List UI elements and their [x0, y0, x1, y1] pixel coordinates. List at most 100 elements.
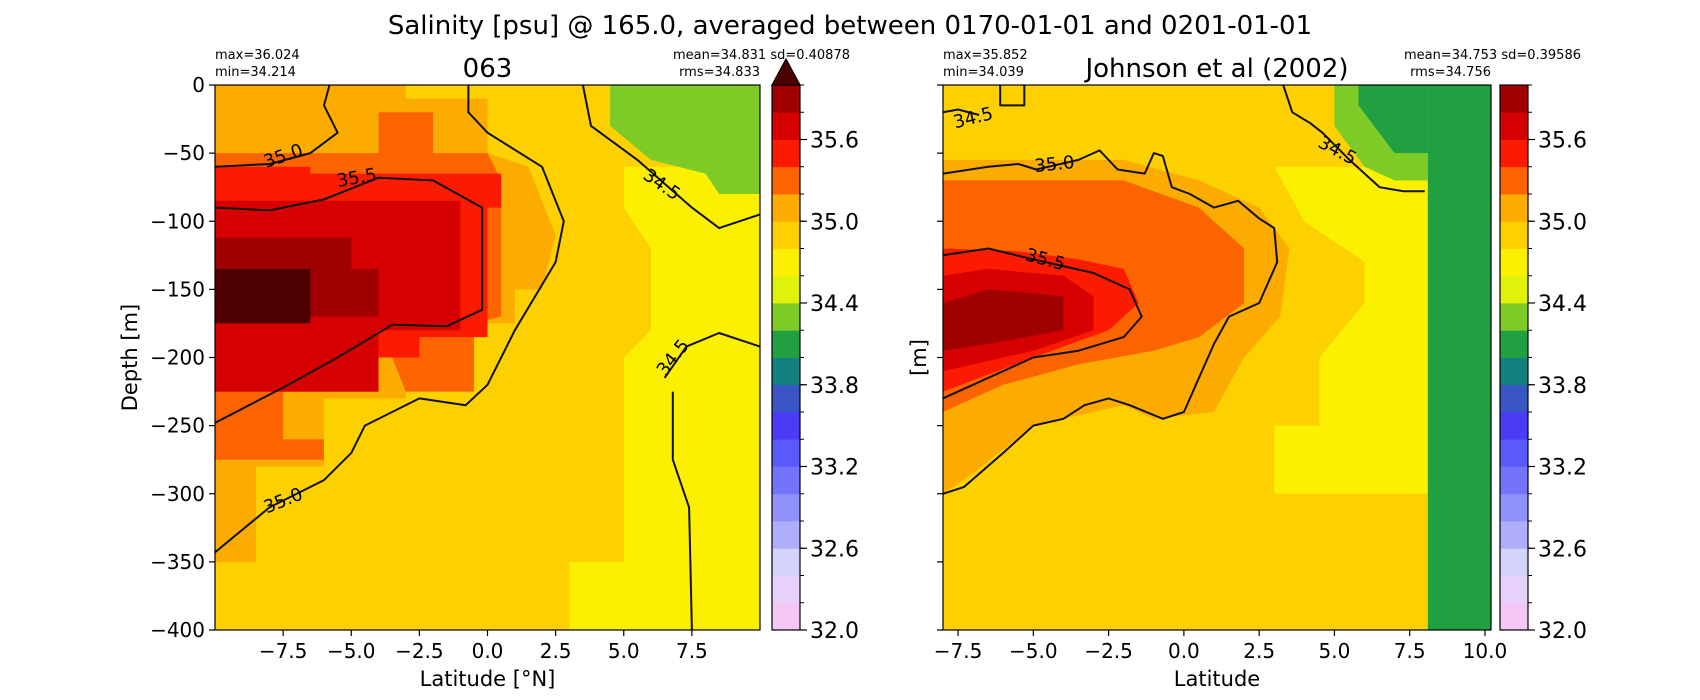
left-colorbar-tick-label: 34.4	[810, 292, 859, 317]
right-colorbar-tick-label: 35.0	[1538, 210, 1587, 235]
left-salinity-region	[610, 85, 760, 194]
left-contour-line	[663, 332, 760, 379]
right-colorbar-band	[1500, 221, 1528, 249]
right-colorbar-band	[1500, 412, 1528, 440]
left-ytick-label: 0	[192, 73, 205, 97]
left-xtick-label: 2.5	[540, 639, 572, 663]
figure-suptitle: Salinity [psu] @ 165.0, averaged between…	[388, 11, 1312, 41]
right-yaxis-label: [m]	[907, 339, 931, 376]
left-colorbar-band	[772, 466, 800, 495]
right-xtick-label: 0.0	[1168, 639, 1200, 663]
left-colorbar-tick-label: 32.0	[810, 619, 859, 644]
left-colorbar: 32.0 32.6 33.2 33.8 34.4 35.0 35.6	[770, 57, 859, 644]
right-colorbar-band	[1500, 112, 1528, 140]
right-stat-rms: rms=34.756	[1410, 65, 1491, 80]
right-contour-line	[943, 108, 980, 116]
right-colorbar-tick-label: 34.4	[1538, 292, 1587, 317]
right-stat-max: max=35.852	[943, 48, 1028, 63]
right-colorbar-band	[1500, 275, 1528, 304]
left-contour-line	[215, 85, 565, 554]
right-colorbar-tick-label: 35.6	[1538, 129, 1587, 154]
left-colorbar-band	[772, 357, 800, 386]
left-colorbar-band	[772, 194, 800, 222]
left-colorbar-band	[772, 248, 800, 277]
left-stat-rms: rms=34.833	[679, 65, 760, 80]
right-colorbar-band	[1500, 194, 1528, 222]
right-colorbar-band	[1500, 521, 1528, 549]
left-ytick-label: −150	[150, 277, 205, 301]
left-stat-min: min=34.214	[215, 65, 296, 80]
left-colorbar-extend-arrow	[770, 57, 802, 86]
left-contour-line	[581, 85, 760, 230]
right-colorbar-band	[1500, 85, 1528, 113]
left-stat-mean-sd: mean=34.831 sd=0.40878	[673, 48, 850, 63]
left-yaxis-label: Depth [m]	[118, 304, 142, 411]
left-contour-line	[215, 85, 339, 168]
right-xaxis-label: Latitude	[1174, 667, 1260, 691]
right-colorbar-tick-label: 33.8	[1538, 374, 1587, 399]
left-colorbar-band	[772, 439, 800, 467]
right-xtick-label: −5.0	[1009, 639, 1058, 663]
left-ytick-label: −300	[150, 482, 205, 506]
left-colorbar-band	[772, 493, 800, 522]
right-xtick-label: 7.5	[1394, 639, 1426, 663]
right-colorbar-band	[1500, 330, 1528, 358]
right-colorbar-band	[1500, 166, 1528, 195]
right-colorbar-tick-label: 32.6	[1538, 537, 1587, 562]
left-colorbar-tick-label: 35.6	[810, 129, 859, 154]
left-colorbar-band	[772, 275, 800, 304]
right-contour-line	[999, 85, 1026, 107]
left-ytick-label: −50	[163, 141, 205, 165]
right-panel: 34.535.035.534.5 −7.5 −5.0 −2.5 0.0 2.5 5.0 7.5…	[907, 48, 1587, 691]
right-salinity-region	[943, 289, 1064, 351]
left-xtick-label: 7.5	[676, 639, 708, 663]
left-colorbar-tick-label: 32.6	[810, 537, 859, 562]
right-contour-label: 35.0	[1033, 152, 1075, 177]
right-contour-line	[1282, 85, 1425, 193]
left-colorbar-band	[772, 384, 800, 413]
right-colorbar-band	[1500, 602, 1528, 631]
left-colorbar-tick-label: 33.2	[810, 456, 859, 481]
right-colorbar-band	[1500, 575, 1528, 604]
left-colorbar-band	[772, 85, 800, 113]
right-salinity-region	[1358, 85, 1428, 154]
left-salinity-region	[569, 166, 760, 630]
left-colorbar-band	[772, 575, 800, 604]
panels: 35.035.035.5 34.534.5 −7.5 −5.0 −2.5 0.0 2.5 5.…	[118, 48, 1587, 691]
left-ytick-label: −350	[150, 550, 205, 574]
left-colorbar-band	[772, 548, 800, 576]
right-plot-area: 34.535.035.534.5	[943, 85, 1491, 630]
left-contour-line	[215, 176, 484, 424]
right-colorbar: 32.0 32.6 33.2 33.8 34.4 35.0 35.6	[1499, 84, 1587, 644]
left-colorbar-band	[772, 412, 800, 440]
left-colorbar-band	[772, 166, 800, 195]
left-salinity-region	[215, 268, 311, 324]
left-colorbar-band	[772, 330, 800, 358]
right-colorbar-tick-label: 33.2	[1538, 456, 1587, 481]
left-colorbar-tick-label: 35.0	[810, 210, 859, 235]
left-colorbar-band	[772, 112, 800, 140]
right-colorbar-band	[1500, 248, 1528, 277]
left-contour-line	[671, 391, 693, 630]
left-ytick-label: −400	[150, 618, 205, 642]
right-xtick-label: 2.5	[1243, 639, 1275, 663]
left-colorbar-band	[772, 602, 800, 631]
right-colorbar-band	[1500, 357, 1528, 386]
left-ytick-label: −250	[150, 414, 205, 438]
right-contour-label-group: 35.0	[1033, 152, 1075, 177]
left-panel-title: 063	[463, 54, 513, 84]
right-stat-min: min=34.039	[943, 65, 1024, 80]
right-colorbar-band	[1500, 439, 1528, 467]
right-colorbar-band	[1500, 139, 1528, 168]
left-stat-max: max=36.024	[215, 48, 300, 63]
left-colorbar-band	[772, 221, 800, 249]
left-plot-area: 35.035.035.5 34.534.5	[215, 85, 760, 630]
left-ytick-label: −100	[150, 209, 205, 233]
left-xaxis-label: Latitude [°N]	[420, 667, 556, 691]
right-colorbar-tick-label: 32.0	[1538, 619, 1587, 644]
left-panel: 35.035.035.5 34.534.5 −7.5 −5.0 −2.5 0.0 2.5 5.…	[118, 48, 859, 691]
right-panel-title: Johnson et al (2002)	[1083, 54, 1348, 84]
right-salinity-region	[1427, 85, 1491, 630]
right-colorbar-band	[1500, 466, 1528, 495]
